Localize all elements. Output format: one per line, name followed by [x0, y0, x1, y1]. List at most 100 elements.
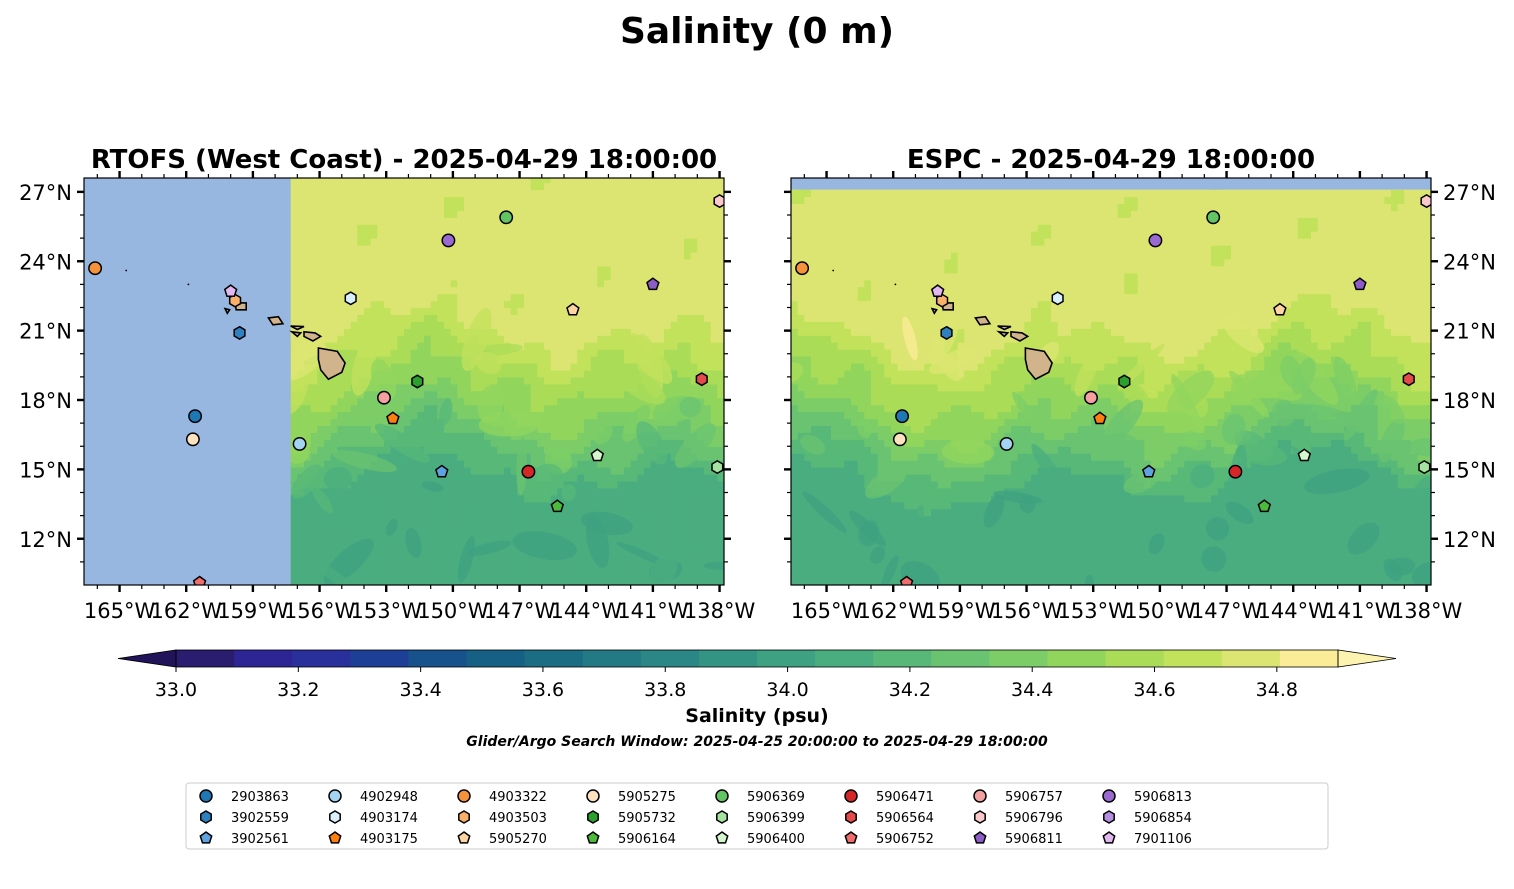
colorbar-segment	[815, 650, 874, 667]
float-marker-4903175	[1093, 411, 1107, 425]
lon-tick-label: 162°W	[151, 599, 223, 623]
legend-item: 5906752	[844, 831, 934, 847]
legend-marker-5906399	[716, 810, 728, 824]
colorbar-tick-label: 34.8	[1256, 679, 1298, 701]
colorbar-tick-label: 33.8	[644, 679, 686, 701]
lon-tick-label: 153°W	[1058, 599, 1130, 623]
colorbar-tick-label: 33.2	[277, 679, 319, 701]
legend-item: 5906811	[973, 831, 1063, 847]
search-window-note: Glider/Argo Search Window: 2025-04-25 20…	[466, 734, 1048, 750]
panel-title-espc: ESPC - 2025-04-29 18:00:00	[907, 145, 1315, 175]
float-marker-5906564	[1402, 372, 1415, 387]
island-land	[290, 325, 305, 331]
float-marker-5906369	[1206, 210, 1221, 225]
float-legend: 2903863 3902559 3902561 4902948 4903174 49031…	[185, 782, 1329, 850]
legend-marker-5906400	[715, 831, 729, 844]
legend-label: 5906399	[747, 811, 805, 826]
float-marker-4903174	[344, 291, 357, 306]
float-marker-3902561	[1142, 464, 1156, 478]
map-espc: 165°W162°W159°W156°W153°W150°W147°W144°W…	[784, 171, 1496, 623]
lon-tick-label: 162°W	[858, 599, 930, 623]
legend-label: 5906813	[1134, 790, 1192, 805]
island-land	[289, 330, 303, 338]
legend-marker-2903863	[199, 789, 213, 803]
colorbar-frame	[175, 649, 1339, 668]
lon-tick-label: 153°W	[351, 599, 423, 623]
island-land	[267, 315, 285, 326]
island-land	[303, 330, 323, 342]
legend-item: 2903863	[199, 789, 289, 805]
map-frame	[83, 177, 725, 586]
lat-tick-label: 12°N	[19, 528, 72, 552]
lon-tick-label: 156°W	[991, 599, 1063, 623]
float-marker-5906813	[1148, 233, 1163, 248]
legend-marker-5906752	[844, 831, 858, 844]
island-land	[996, 330, 1010, 338]
legend-marker-5906796	[974, 810, 986, 824]
legend-label: 5906752	[876, 832, 934, 847]
colorbar-segment	[234, 650, 293, 667]
island-land	[1010, 330, 1030, 342]
colorbar-segment	[466, 650, 526, 667]
colorbar-extend-low	[117, 649, 177, 668]
lon-tick-label: 165°W	[84, 599, 156, 623]
colorbar-tick-label: 34.6	[1133, 679, 1175, 701]
lat-tick-label: 12°N	[1443, 528, 1496, 552]
legend-marker-5906164	[586, 831, 600, 844]
lon-tick-label: 141°W	[617, 599, 689, 623]
colorbar-extend-high	[1337, 649, 1397, 668]
legend-marker-5906757	[973, 789, 987, 803]
float-marker-5906757	[1084, 390, 1098, 405]
legend-label: 5906564	[876, 811, 934, 826]
colorbar-tick-label: 33.6	[522, 679, 564, 701]
float-marker-5905732	[1118, 374, 1131, 389]
colorbar-segment	[1047, 650, 1107, 667]
outside-model-domain	[791, 178, 1431, 190]
lat-tick-label: 15°N	[1443, 458, 1496, 482]
island-land	[930, 307, 938, 315]
legend-label: 5906854	[1134, 811, 1192, 826]
legend-label: 5906757	[1005, 790, 1063, 805]
lon-tick-label: 150°W	[1124, 599, 1196, 623]
legend-item: 4903503	[458, 810, 547, 826]
float-marker-5906369	[499, 210, 514, 225]
legend-label: 7901106	[1134, 832, 1192, 847]
legend-marker-5906811	[973, 831, 987, 844]
float-marker-4903503	[935, 293, 949, 308]
legend-marker-5906471	[844, 789, 858, 803]
float-markers	[795, 178, 1431, 585]
lon-tick-label: 159°W	[924, 599, 996, 623]
colorbar-segment	[524, 650, 584, 667]
float-marker-5906796	[713, 194, 724, 209]
colorbar-tick-label: 34.4	[1011, 679, 1053, 701]
float-marker-5906400	[590, 448, 605, 462]
lon-tick-label: 138°W	[684, 599, 756, 623]
float-marker-5905270	[1273, 302, 1287, 316]
islet	[125, 269, 128, 272]
colorbar-segment	[1279, 650, 1339, 667]
float-marker-4903174	[1051, 291, 1064, 306]
legend-item: 5906369	[715, 789, 805, 805]
float-marker-4903175	[386, 411, 400, 425]
lon-tick-label: 150°W	[417, 599, 489, 623]
lon-tick-label: 144°W	[551, 599, 623, 623]
island-land	[974, 315, 992, 326]
legend-label: 5906369	[747, 790, 805, 805]
legend-label: 3902561	[231, 832, 289, 847]
lon-tick-label: 165°W	[791, 599, 863, 623]
legend-item: 5906757	[973, 789, 1063, 805]
float-markers	[88, 178, 724, 585]
colorbar-segment	[698, 650, 758, 667]
legend-marker-4902948	[328, 789, 342, 803]
lat-tick-label: 18°N	[1443, 389, 1496, 413]
islet	[187, 283, 190, 286]
float-marker-5905270	[566, 302, 580, 316]
salinity-colorbar: 33.0 33.2 33.4 33.6 33.8 34.0 34.2 34.4 34.6 34.8	[117, 649, 1397, 701]
legend-marker-3902559	[200, 810, 212, 824]
colorbar-segment	[931, 650, 990, 667]
legend-label: 5906164	[618, 832, 676, 847]
legend-label: 5906796	[1005, 811, 1063, 826]
lon-tick-label: 159°W	[217, 599, 289, 623]
legend-marker-4903503	[458, 810, 470, 824]
float-marker-4902948	[999, 436, 1014, 451]
